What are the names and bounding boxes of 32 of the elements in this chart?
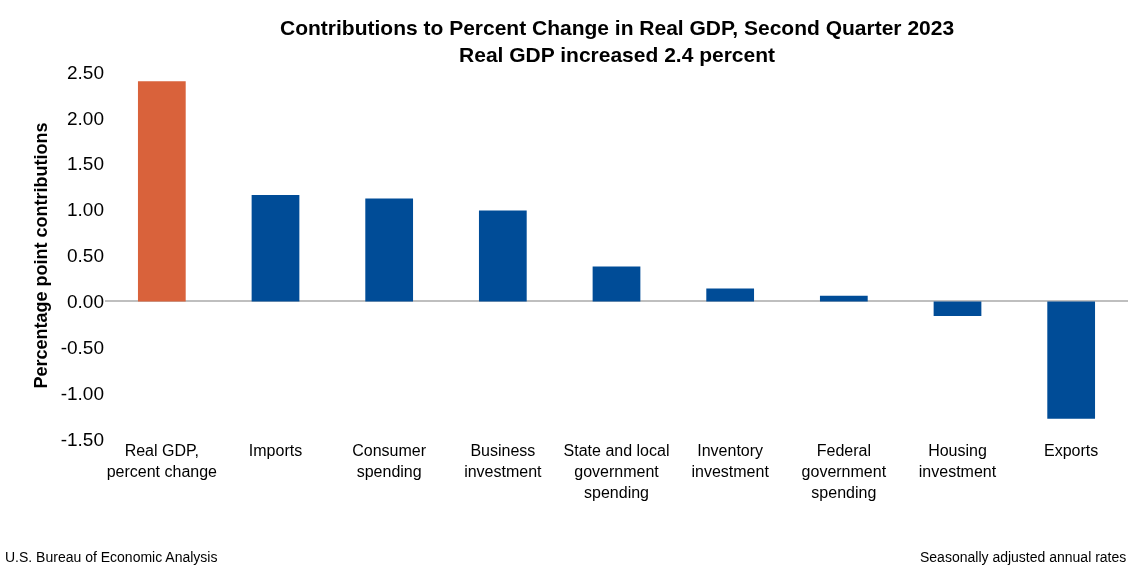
- x-tick-label: Real GDP, percent change: [106, 442, 218, 480]
- x-tick-label: Federal government spending: [801, 442, 887, 501]
- y-tick-label: 0.50: [67, 245, 104, 267]
- bar: [251, 194, 300, 302]
- y-tick-label: 1.50: [67, 153, 104, 175]
- bar: [819, 295, 868, 302]
- x-tick-label: Imports: [248, 442, 303, 459]
- y-tick-label: -1.00: [60, 382, 104, 404]
- text: Seasonally adjusted annual rates: [920, 549, 1127, 565]
- bar: [592, 266, 641, 302]
- bar: [706, 288, 755, 302]
- y-tick-label: -0.50: [60, 336, 104, 358]
- x-tick-label: Business investment: [464, 442, 543, 480]
- bar: [1047, 301, 1096, 419]
- text: U.S. Bureau of Economic Analysis: [5, 549, 218, 565]
- y-axis-title: Percentage point contributions: [30, 122, 51, 389]
- chart-title: Contributions to Percent Change in Real GDP, Second Quarter 2023: [280, 16, 955, 39]
- x-tick-label: State and local government spending: [563, 442, 670, 501]
- y-tick-label: 1.00: [67, 199, 104, 221]
- bar: [478, 210, 527, 302]
- x-tick-label: Exports: [1044, 442, 1099, 459]
- y-tick-label: 2.50: [67, 61, 104, 83]
- bar: [137, 81, 186, 302]
- y-tick-label: -1.50: [60, 428, 104, 450]
- chart-subtitle: Real GDP increased 2.4 percent: [459, 43, 776, 67]
- y-tick-label: 2.00: [67, 107, 104, 129]
- y-tick-label: 0.00: [67, 291, 104, 313]
- x-tick-label: Inventory investment: [691, 442, 770, 480]
- x-tick-label: Consumer spending: [352, 442, 427, 480]
- x-tick-label: Housing investment: [918, 442, 997, 480]
- bar: [365, 198, 414, 302]
- bar: [933, 301, 982, 317]
